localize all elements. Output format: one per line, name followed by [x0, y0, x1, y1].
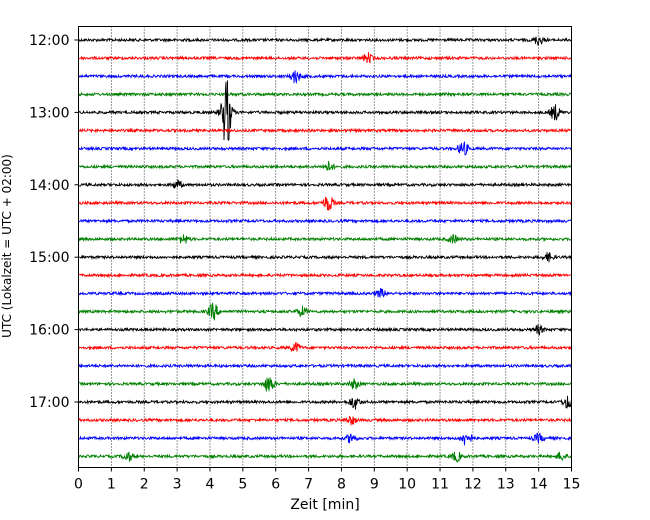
trace-line: [78, 127, 572, 134]
trace-line: [78, 341, 572, 352]
trace-line: [78, 451, 572, 463]
x-tick-label: 6: [271, 477, 280, 493]
trace-line: [78, 252, 572, 263]
x-axis: 0 1 2 3 4 5 6 7 8 9 10 11 12 13 14 15: [74, 467, 581, 493]
trace-series: [78, 36, 572, 463]
trace-line: [78, 272, 572, 279]
x-tick-label: 3: [173, 477, 182, 493]
y-tick-label: 14:00: [29, 178, 69, 194]
x-tick-label: 5: [238, 477, 247, 493]
x-tick-label: 15: [563, 477, 581, 493]
x-tick-label: 2: [140, 477, 149, 493]
x-tick-label: 13: [497, 477, 515, 493]
x-tick-label: 8: [337, 477, 346, 493]
trace-line: [78, 432, 572, 446]
x-tick-label: 12: [464, 477, 482, 493]
trace-line: [78, 70, 572, 85]
y-tick-label: 17:00: [29, 395, 69, 411]
x-tick-label: 4: [206, 477, 215, 493]
y-axis-label: UTC (Lokalzeit = UTC + 02:00): [0, 154, 14, 338]
y-tick-label: 12:00: [29, 33, 69, 49]
x-tick-label: 9: [370, 477, 379, 493]
trace-line: [78, 323, 572, 336]
trace-line: [78, 233, 572, 244]
trace-line: [78, 196, 572, 211]
trace-line: [78, 217, 572, 224]
trace-line: [78, 302, 572, 321]
trace-line: [78, 395, 572, 410]
plot-frame: [78, 26, 572, 468]
trace-line: [78, 415, 572, 426]
x-tick-label: 1: [107, 477, 116, 493]
trace-line: [78, 288, 572, 298]
y-axis: 12:00 13:00 14:00 15:00 16:00 17:00: [29, 33, 79, 411]
x-tick-label: 14: [530, 477, 548, 493]
trace-line: [78, 178, 572, 189]
trace-line: [78, 80, 572, 141]
trace-line: [78, 91, 572, 98]
y-tick-label: 15:00: [29, 250, 69, 266]
trace-line: [78, 36, 572, 47]
x-tick-label: 0: [74, 477, 83, 493]
x-tick-label: 11: [431, 477, 449, 493]
trace-line: [78, 161, 572, 171]
x-tick-label: 7: [304, 477, 313, 493]
x-axis-label: Zeit [min]: [290, 497, 359, 513]
trace-line: [78, 362, 572, 369]
trace-line: [78, 377, 572, 393]
y-tick-label: 13:00: [29, 105, 69, 121]
trace-line: [78, 52, 572, 64]
x-tick-label: 10: [398, 477, 416, 493]
trace-line: [78, 141, 572, 156]
y-tick-label: 16:00: [29, 323, 69, 339]
